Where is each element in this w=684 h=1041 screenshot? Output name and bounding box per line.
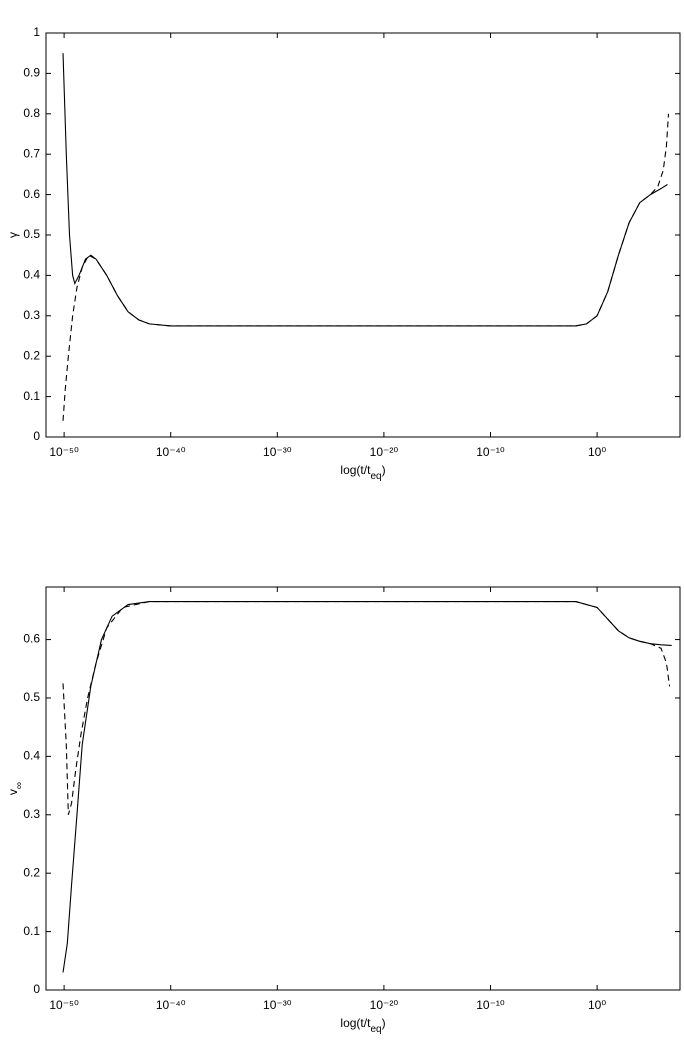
x-tick-label: 10⁻⁴⁰ [156, 998, 186, 1012]
y-label-part: γ [6, 232, 20, 238]
y-axis-label: γ [6, 232, 20, 238]
y-tick-label: 0.4 [23, 749, 40, 763]
x-tick-label: 10⁻¹⁰ [476, 998, 505, 1012]
series-line [62, 601, 671, 815]
x-label-part: log(t/t [340, 463, 371, 477]
series-line [62, 113, 670, 421]
y-label-part: ∞ [14, 782, 25, 789]
series-line [62, 53, 668, 327]
plot-frame [45, 32, 681, 438]
x-tick-label: 10⁰ [588, 445, 606, 459]
x-tick-label: 10⁻⁴⁰ [156, 445, 186, 459]
y-tick-label: 0.9 [23, 66, 40, 80]
x-axis-label: log(t/teq) [340, 1016, 385, 1035]
y-tick-label: 0.3 [23, 308, 40, 322]
y-tick-label: 0.4 [23, 268, 40, 282]
y-tick-label: 0.8 [23, 106, 40, 120]
x-label-part: log(t/t [340, 1016, 371, 1030]
x-tick-label: 10⁰ [588, 998, 606, 1012]
y-tick-label: 0.5 [23, 227, 40, 241]
y-tick-label: 0.6 [23, 632, 40, 646]
y-tick-label: 1 [33, 25, 40, 39]
y-axis-label: v∞ [6, 782, 25, 795]
x-tick-label: 10⁻⁵⁰ [49, 445, 79, 459]
y-tick-label: 0.7 [23, 146, 40, 160]
x-label-part: eq [370, 471, 381, 482]
y-tick-label: 0 [33, 982, 40, 996]
y-tick-label: 0.3 [23, 807, 40, 821]
y-label-part: v [6, 789, 20, 795]
x-tick-label: 10⁻³⁰ [263, 998, 292, 1012]
y-tick-label: 0.1 [23, 924, 40, 938]
x-tick-label: 10⁻²⁰ [370, 445, 399, 459]
y-tick-label: 0.6 [23, 187, 40, 201]
y-tick-label: 0.1 [23, 389, 40, 403]
series-line [62, 601, 672, 973]
y-tick-label: 0.2 [23, 865, 40, 879]
x-tick-label: 10⁻³⁰ [263, 445, 292, 459]
x-tick-label: 10⁻¹⁰ [476, 445, 505, 459]
x-tick-label: 10⁻⁵⁰ [49, 998, 79, 1012]
x-label-part: ) [382, 1016, 386, 1030]
x-tick-label: 10⁻²⁰ [370, 998, 399, 1012]
y-tick-label: 0.5 [23, 690, 40, 704]
x-label-part: eq [370, 1024, 381, 1035]
plot-frame [45, 586, 681, 991]
x-label-part: ) [382, 463, 386, 477]
x-axis-label: log(t/teq) [340, 463, 385, 482]
y-tick-label: 0 [33, 429, 40, 443]
y-tick-label: 0.2 [23, 348, 40, 362]
